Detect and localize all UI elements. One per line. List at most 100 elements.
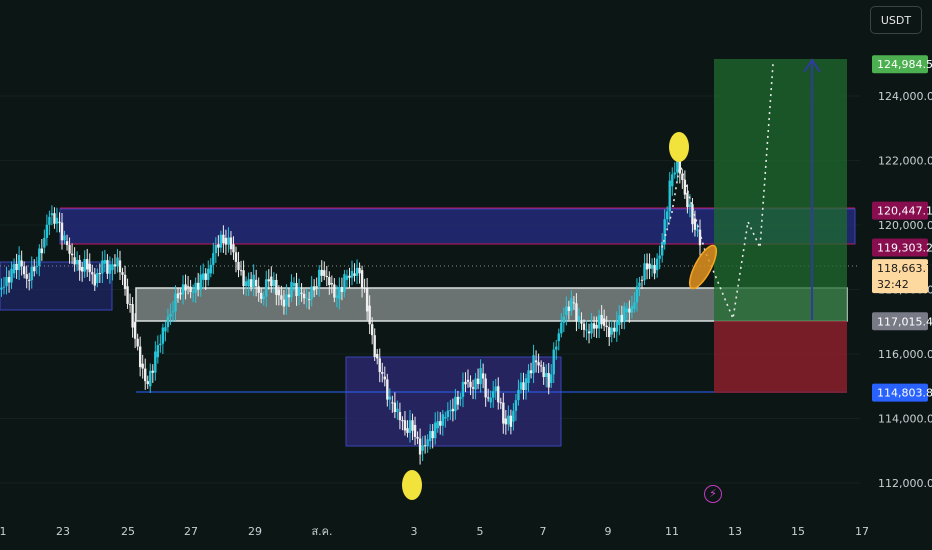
candle-body (257, 286, 260, 293)
candle-body (542, 366, 545, 378)
candle-body (93, 274, 96, 286)
candle-body (270, 276, 273, 287)
candle-body (691, 204, 694, 225)
candle-body (388, 396, 392, 400)
candle-body (17, 255, 21, 271)
candle-body (358, 267, 361, 274)
candle-body (191, 291, 195, 293)
candle-body (328, 277, 331, 285)
candle-body (623, 306, 626, 323)
candle-body (630, 306, 634, 313)
candle-body (267, 279, 270, 282)
x-tick-label: 17 (855, 525, 869, 538)
candle-body (113, 264, 117, 267)
candle-body (149, 370, 152, 387)
candle-body (343, 274, 346, 293)
candle-body (434, 422, 437, 439)
candle-body (444, 417, 447, 419)
candle-body (0, 287, 3, 290)
candle-body (580, 321, 583, 324)
candle-body (70, 253, 74, 256)
candle-body (421, 445, 424, 451)
price-label-text: 120,447.11 (877, 205, 932, 218)
x-tick-label: 5 (477, 525, 484, 538)
candle-body (144, 368, 147, 382)
candle-body (282, 299, 286, 307)
candle-body (80, 266, 84, 272)
position-arrow-head (803, 58, 821, 73)
candle-body (393, 402, 397, 412)
candle-body (486, 397, 490, 399)
candle-body (166, 316, 170, 328)
candle-body (547, 373, 550, 388)
candle-body (590, 323, 593, 334)
candle-body (164, 327, 167, 332)
candle-body (86, 259, 89, 270)
candle-body (456, 396, 460, 405)
candle-body (693, 218, 697, 230)
candle-body (40, 248, 44, 254)
candle-body (355, 267, 359, 276)
candle-body (426, 439, 429, 447)
candle-body (517, 389, 520, 401)
x-axis[interactable]: 1 23 25 27 29 ส.ค. 3 5 7 9 11 13 15 17 (0, 525, 869, 538)
candle-body (608, 327, 611, 338)
candle-body (519, 382, 523, 390)
x-tick-label: 15 (791, 525, 805, 538)
candle-body (196, 282, 200, 290)
candle-body (108, 264, 112, 274)
candle-body (625, 308, 629, 313)
candle-body (688, 204, 692, 208)
candle-body (348, 275, 351, 278)
candle-body (413, 424, 417, 437)
candle-body (360, 270, 364, 288)
candle-body (28, 279, 31, 281)
candle-body (610, 327, 613, 335)
stop-zone (714, 321, 847, 393)
candle-body (212, 253, 215, 265)
candle-body (406, 428, 409, 433)
candle-body (103, 260, 107, 264)
currency-button[interactable]: USDT (870, 6, 922, 34)
candle-body (275, 279, 278, 295)
candle-body (2, 286, 6, 288)
candle-body (65, 241, 69, 245)
lightning-icon[interactable]: ⚡ (704, 485, 722, 503)
candle-body (368, 305, 371, 325)
candle-body (189, 286, 192, 292)
candle-body (532, 355, 535, 374)
candle-body (698, 229, 702, 246)
candle-body (423, 445, 427, 447)
candle-body (128, 303, 132, 305)
y-tick-label: 116,000.00 (878, 348, 932, 361)
candle-body (673, 172, 676, 175)
candle-body (492, 391, 495, 398)
x-tick-label: 9 (605, 525, 612, 538)
candle-body (272, 279, 276, 287)
candle-body (199, 274, 202, 290)
candle-body (663, 219, 666, 245)
candle-body (239, 270, 243, 272)
y-tick-label: 124,000.00 (878, 90, 932, 103)
candle-body (555, 346, 558, 350)
candle-body (244, 281, 248, 287)
candle-body (489, 397, 492, 403)
candle-body (676, 156, 679, 173)
candle-body (249, 279, 253, 287)
candle-body (376, 354, 379, 359)
candle-body (620, 314, 624, 323)
candle-body (131, 304, 134, 328)
candle-body (45, 224, 49, 238)
candle-body (381, 372, 384, 374)
candle-body (7, 277, 11, 283)
candle-body (280, 295, 283, 300)
x-tick-label: ส.ค. (311, 525, 332, 538)
y-axis[interactable]: 112,000.00114,000.00116,000.00118,000.00… (878, 90, 932, 490)
candle-body (138, 346, 142, 368)
candle-body (502, 402, 505, 424)
candle-body (476, 378, 480, 385)
high-marker (669, 132, 689, 162)
candle-body (363, 287, 366, 289)
